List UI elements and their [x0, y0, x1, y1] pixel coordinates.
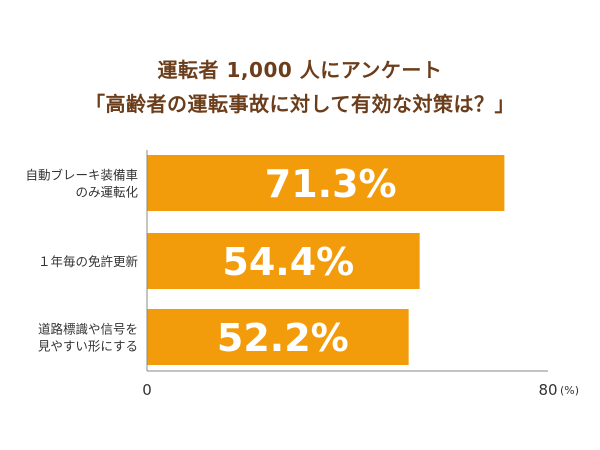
x-tick-label-1: 0: [142, 381, 152, 399]
unit-label: (%): [560, 384, 579, 397]
category-label-1-line-1: 自動ブレーキ装備車: [25, 168, 138, 183]
bar-2: [147, 233, 420, 289]
bar-1: [147, 155, 505, 211]
chart-title-line-2: 「高齢者の運転事故に対して有効な対策は？」: [85, 92, 515, 116]
x-tick-label-2: 80: [538, 381, 557, 399]
category-label-3-line-1: 道路標識や信号を: [38, 322, 138, 337]
category-label-3-line-2: 見やすい形にする: [38, 339, 138, 354]
category-label-2-line-1: １年毎の免許更新: [38, 254, 138, 269]
value-label-3: 52.2%: [217, 316, 349, 360]
chart-title-line-1: 運転者 1,000 人にアンケート: [157, 58, 443, 82]
value-label-1: 71.3%: [265, 162, 397, 206]
category-label-1-line-2: のみ運転化: [75, 185, 138, 200]
value-label-2: 54.4%: [222, 240, 354, 284]
bar-3: [147, 309, 409, 365]
